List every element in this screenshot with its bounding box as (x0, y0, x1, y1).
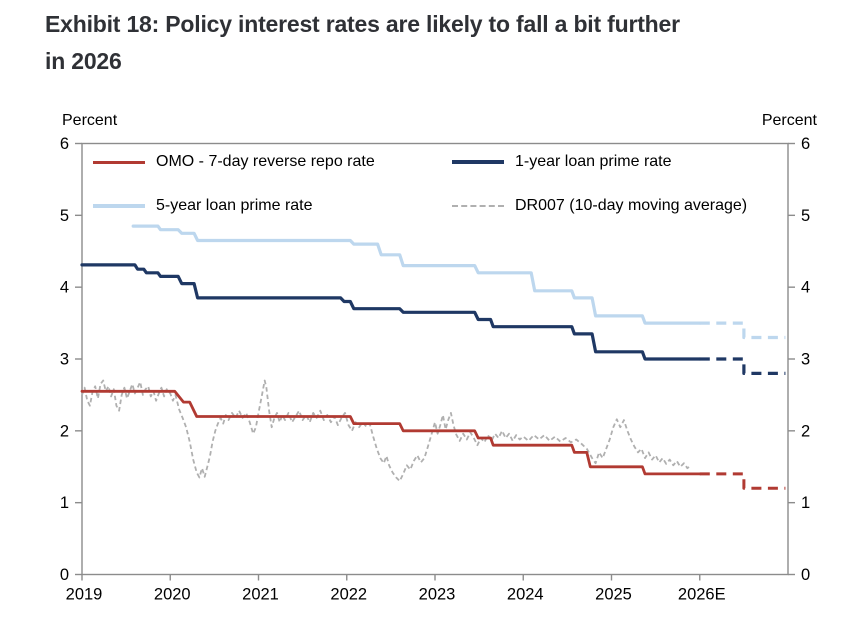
omo-line-swatch (93, 160, 145, 164)
legend-item-dr007: DR007 (10-day moving average) (452, 196, 747, 216)
y-axis-unit-left: Percent (62, 112, 118, 129)
series-5-year-loan-prime-rate (131, 224, 702, 325)
y-tick-label-right: 3 (801, 351, 810, 369)
series-1-year-loan-prime-rate (80, 263, 702, 361)
page-title: Exhibit 18: Policy interest rates are li… (45, 6, 835, 80)
y-axis-unit-right: Percent (761, 112, 817, 129)
y-tick-label-right: 5 (801, 207, 810, 225)
y-tick-label-left: 6 (60, 135, 69, 153)
y-tick-label-left: 1 (60, 494, 69, 512)
legend-item-1y-loan-prime-rate: 1-year loan prime rate (452, 152, 672, 172)
y-tick-label-right: 1 (801, 494, 810, 512)
y-tick-label-right: 0 (801, 566, 810, 584)
x-tick-label: 2025 (595, 586, 632, 604)
title-line-1: Exhibit 18: Policy interest rates are li… (45, 11, 680, 37)
series-omo-7-day-reverse-repo-rate (80, 389, 702, 476)
legend-label: 1-year loan prime rate (515, 153, 672, 170)
legend-label: 5-year loan prime rate (156, 197, 313, 214)
y-tick-label-right: 4 (801, 279, 810, 297)
y-tick-label-left: 2 (60, 422, 69, 440)
legend-label: DR007 (10-day moving average) (515, 197, 748, 214)
x-tick-label: 2026E (678, 586, 726, 604)
lpr-5y-line-swatch (93, 204, 145, 208)
series-omo-7-day-reverse-repo-rate-2026-forecast- (699, 472, 786, 490)
x-tick-label: 2020 (154, 586, 191, 604)
x-tick-label: 2021 (242, 586, 279, 604)
legend-item-5y-loan-prime-rate: 5-year loan prime rate (93, 196, 313, 216)
x-tick-label: 2023 (419, 586, 456, 604)
x-tick-label: 2019 (66, 586, 103, 604)
y-tick-label-left: 4 (60, 279, 69, 297)
y-tick-label-left: 0 (60, 566, 69, 584)
title-line-2: in 2026 (45, 48, 122, 74)
dr007-dashed-line-swatch (452, 205, 504, 207)
legend-item-omo-7day-reverse-repo: OMO - 7-day reverse repo rate (93, 152, 375, 172)
y-tick-label-left: 3 (60, 351, 69, 369)
x-tick-label: 2024 (507, 586, 544, 604)
series-5-year-loan-prime-rate-2026-forecast- (699, 321, 786, 340)
y-tick-label-left: 5 (60, 207, 69, 225)
series-1-year-loan-prime-rate-2026-forecast- (699, 357, 786, 375)
legend-label: OMO - 7-day reverse repo rate (156, 153, 375, 170)
lpr-1y-line-swatch (452, 160, 504, 164)
y-tick-label-right: 6 (801, 135, 810, 153)
y-tick-label-right: 2 (801, 422, 810, 440)
x-tick-label: 2022 (330, 586, 367, 604)
